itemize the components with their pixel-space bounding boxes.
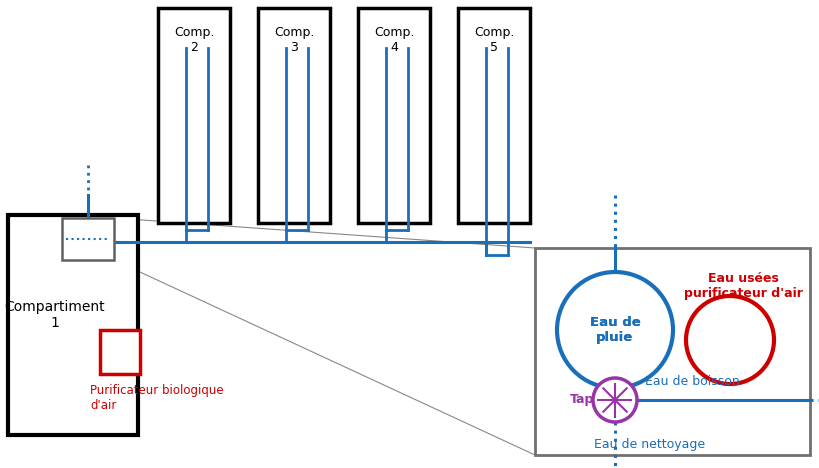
Text: Comp.
4: Comp. 4	[373, 26, 414, 54]
Text: Eau de
pluie: Eau de pluie	[589, 316, 640, 344]
Bar	[534, 248, 809, 455]
Bar	[358, 8, 429, 223]
Text: Eau de nettoyage: Eau de nettoyage	[594, 438, 704, 451]
Bar	[458, 8, 529, 223]
Bar	[258, 8, 329, 223]
Text: Comp.
5: Comp. 5	[473, 26, 514, 54]
Text: Eau de
pluie: Eau de pluie	[589, 316, 640, 344]
Text: Comp.
3: Comp. 3	[274, 26, 314, 54]
Text: Tap: Tap	[569, 394, 593, 407]
Text: Purificateur biologique
d'air: Purificateur biologique d'air	[90, 384, 224, 412]
Circle shape	[686, 296, 773, 384]
Bar	[8, 215, 138, 435]
Bar	[100, 330, 140, 374]
Text: Compartiment
1: Compartiment 1	[5, 300, 105, 330]
Circle shape	[592, 378, 636, 422]
Circle shape	[556, 272, 672, 388]
Text: Eau usées
purificateur d'air: Eau usées purificateur d'air	[683, 272, 802, 300]
Bar	[158, 8, 229, 223]
Bar	[62, 218, 114, 260]
Text: Eau de boisson: Eau de boisson	[645, 375, 739, 388]
Text: Comp.
2: Comp. 2	[174, 26, 214, 54]
